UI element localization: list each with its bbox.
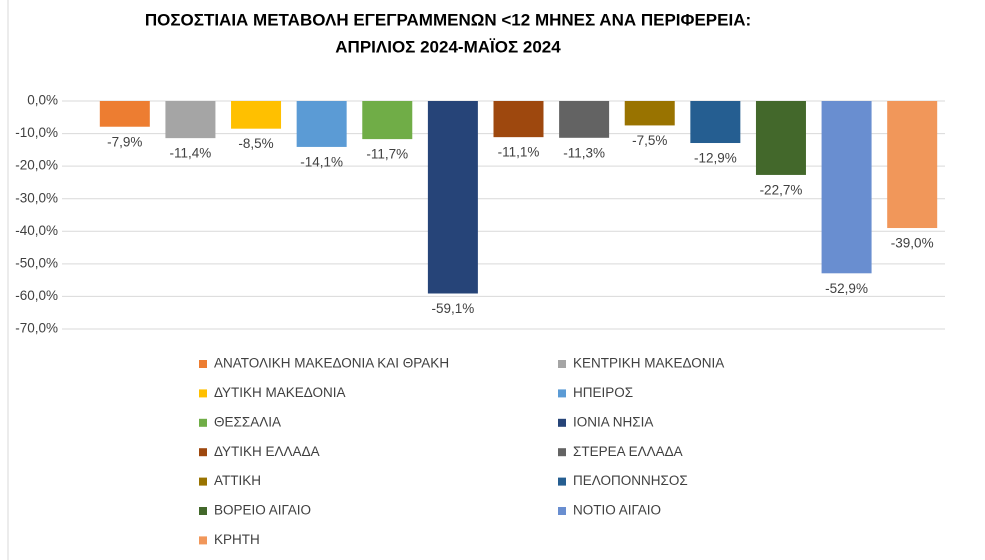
- data-label: -59,1%: [431, 301, 474, 316]
- legend-label: ΚΕΝΤΡΙΚΗ ΜΑΚΕΔΟΝΙΑ: [573, 356, 724, 371]
- data-label: -22,7%: [760, 182, 803, 197]
- bar: [165, 101, 216, 139]
- bar: [427, 101, 478, 294]
- bar: [690, 101, 741, 144]
- legend-label: ΙΟΝΙΑ ΝΗΣΙΑ: [573, 414, 653, 429]
- y-tick-label: -60,0%: [15, 288, 58, 303]
- legend-label: ΔΥΤΙΚΗ ΜΑΚΕΔΟΝΙΑ: [214, 385, 346, 400]
- bar: [559, 101, 610, 138]
- y-tick-label: -30,0%: [15, 190, 58, 205]
- legend-label: ΑΝΑΤΟΛΙΚΗ ΜΑΚΕΔΟΝΙΑ ΚΑΙ ΘΡΑΚΗ: [214, 356, 449, 371]
- data-label: -12,9%: [694, 151, 737, 166]
- legend-swatch: [199, 360, 207, 368]
- bar: [755, 101, 806, 175]
- legend-swatch: [199, 507, 207, 515]
- data-label: -52,9%: [825, 281, 868, 296]
- y-tick-label: -10,0%: [15, 125, 58, 140]
- legend-swatch: [199, 448, 207, 457]
- y-tick-label: -40,0%: [15, 223, 58, 238]
- legend-label: ΑΤΤΙΚΗ: [214, 473, 261, 488]
- legend-swatch: [558, 477, 566, 486]
- y-tick-label: -70,0%: [15, 321, 58, 336]
- legend-swatch: [558, 418, 566, 427]
- bar: [99, 101, 150, 127]
- chart-title: ΠΟΣΟΣΤΙΑΙΑ ΜΕΤΑΒΟΛΗ ΕΓΕΓΡΑΜΜΕΝΩΝ <12 ΜΗΝ…: [145, 10, 751, 29]
- legend-swatch: [199, 536, 207, 545]
- bar: [821, 101, 872, 274]
- legend-swatch: [558, 507, 566, 515]
- legend-swatch: [558, 448, 566, 457]
- legend-label: ΒΟΡΕΙΟ ΑΙΓΑΙΟ: [214, 503, 311, 518]
- legend-swatch: [558, 360, 566, 368]
- y-tick-label: -20,0%: [15, 158, 58, 173]
- legend-swatch: [199, 418, 207, 427]
- legend-label: ΝΟΤΙΟ ΑΙΓΑΙΟ: [573, 503, 661, 518]
- data-label: -7,9%: [107, 134, 142, 149]
- data-label: -11,4%: [170, 146, 212, 161]
- data-label: -7,5%: [632, 133, 667, 148]
- legend-label: ΚΡΗΤΗ: [214, 532, 260, 547]
- bar: [296, 101, 347, 147]
- bar: [493, 101, 544, 138]
- y-tick-label: -50,0%: [15, 255, 58, 270]
- legend-label: ΔΥΤΙΚΗ ΕΛΛΑΔΑ: [214, 444, 320, 459]
- data-label: -11,3%: [563, 145, 605, 160]
- legend-swatch: [558, 389, 566, 398]
- legend-label: ΣΤΕΡΕΑ ΕΛΛΑΔΑ: [573, 444, 683, 459]
- data-label: -11,7%: [366, 147, 408, 162]
- legend-label: ΗΠΕΙΡΟΣ: [573, 385, 633, 400]
- bar: [887, 101, 938, 229]
- legend-swatch: [199, 389, 207, 398]
- bar: [624, 101, 675, 126]
- legend-label: ΘΕΣΣΑΛΙΑ: [214, 414, 281, 429]
- bar: [362, 101, 413, 140]
- bar: [231, 101, 282, 129]
- data-label: -39,0%: [891, 236, 934, 251]
- legend-label: ΠΕΛΟΠΟΝΝΗΣΟΣ: [573, 473, 688, 488]
- data-label: -11,1%: [498, 145, 540, 160]
- legend-swatch: [199, 477, 207, 486]
- data-label: -14,1%: [300, 154, 343, 169]
- chart-title: ΑΠΡΙΛΙΟΣ 2024-ΜΑΪΟΣ 2024: [335, 37, 561, 56]
- data-label: -8,5%: [238, 136, 273, 151]
- y-tick-label: 0,0%: [27, 93, 58, 108]
